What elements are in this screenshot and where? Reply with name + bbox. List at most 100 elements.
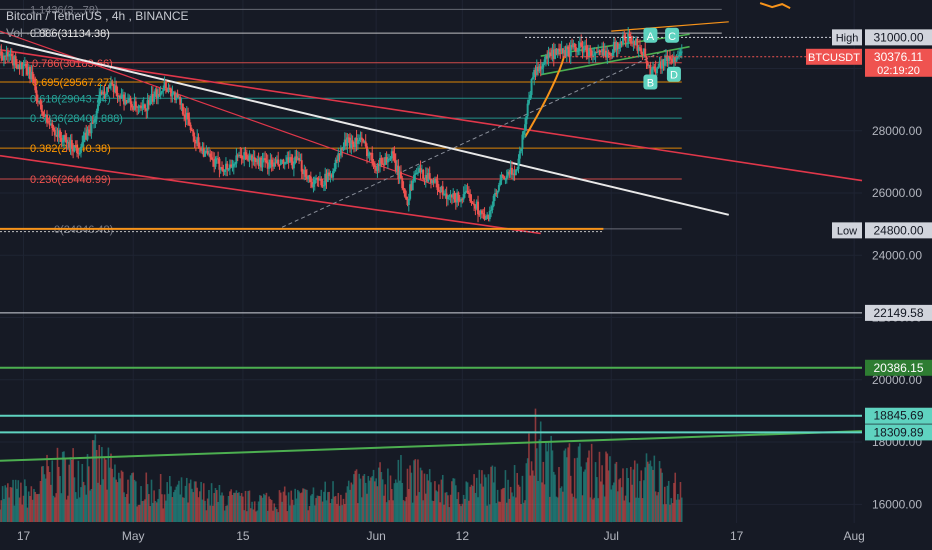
candle-body — [487, 214, 490, 220]
fib-level-label: 0.618(29043.74) — [30, 93, 111, 105]
candle-body — [385, 156, 388, 163]
fib-top-label: 1.1436(3...78) — [30, 4, 99, 16]
candle-body — [679, 51, 682, 55]
candle-body — [366, 146, 369, 157]
candle-body — [117, 95, 120, 97]
candle-body — [669, 56, 672, 59]
volume-bar — [291, 499, 294, 522]
volume-bar — [619, 478, 622, 522]
volume-bar — [611, 485, 614, 522]
candle-body — [453, 193, 456, 200]
candle-body — [44, 115, 47, 117]
candle-body — [488, 210, 491, 220]
volume-bar — [125, 493, 128, 522]
volume-bar — [128, 503, 131, 522]
candle-body — [252, 157, 255, 162]
candle-body — [202, 148, 205, 157]
volume-bar — [504, 470, 507, 522]
candle-body — [32, 79, 35, 81]
candle-body — [264, 158, 267, 161]
volume-bar — [64, 457, 67, 522]
candle-body — [47, 122, 50, 124]
volume-bar — [306, 489, 308, 522]
volume-bar — [492, 482, 495, 522]
volume-bar — [283, 486, 286, 522]
volume-bar — [440, 479, 443, 522]
volume-bar — [374, 481, 376, 522]
candle-body — [214, 158, 217, 167]
candle-body — [130, 104, 133, 108]
volume-bar — [135, 481, 137, 522]
volume-bar — [340, 494, 342, 522]
candle-body — [46, 115, 49, 123]
volume-bar — [533, 475, 535, 522]
volume-bar — [517, 484, 520, 522]
volume-bar — [252, 509, 255, 522]
candle-body — [522, 130, 525, 135]
candle-body — [567, 46, 570, 50]
volume-bar — [500, 489, 503, 522]
candle-body — [268, 167, 271, 169]
candle-body — [368, 152, 371, 156]
marker-c-label: C — [668, 31, 676, 43]
candle-body — [410, 184, 413, 191]
volume-bar — [253, 501, 256, 522]
volume-bar — [521, 475, 524, 522]
volume-bar — [170, 486, 172, 522]
volume-bar — [541, 482, 543, 522]
candle-body — [52, 128, 55, 130]
volume-bar — [397, 459, 400, 522]
candle-body — [59, 130, 62, 138]
candle-body — [407, 198, 410, 205]
fib-level-label: 0.786(30183.66) — [32, 58, 113, 70]
volume-bar — [59, 476, 61, 522]
price-tag-box — [806, 48, 862, 65]
candle-body — [231, 166, 234, 168]
candle-body — [359, 137, 362, 140]
candle-body — [418, 168, 421, 173]
candle-body — [619, 41, 622, 48]
volume-bar — [558, 467, 560, 522]
candle-body — [43, 115, 46, 117]
volume-bar — [677, 494, 679, 522]
volume-bar — [575, 498, 577, 522]
candle-body — [543, 59, 546, 64]
candle-body — [671, 59, 674, 63]
candle-body — [25, 63, 28, 68]
volume-bar — [508, 498, 511, 522]
volume-bar — [310, 495, 312, 522]
volume-bar — [347, 480, 350, 522]
candle-body — [142, 104, 145, 108]
candle-body — [584, 45, 587, 48]
candle-body — [444, 193, 447, 195]
candle-body — [140, 105, 143, 109]
x-tick-label: Aug — [843, 529, 864, 543]
volume-bar — [142, 500, 145, 522]
volume-bar — [662, 504, 665, 522]
volume-bar — [123, 492, 125, 522]
candle-body — [174, 92, 177, 101]
volume-bar — [351, 484, 354, 522]
volume-bar — [216, 490, 218, 522]
candle-body — [6, 52, 9, 57]
volume-bar — [240, 493, 243, 522]
volume-bar — [104, 459, 107, 522]
volume-bar — [660, 468, 662, 522]
volume-bar — [357, 503, 359, 522]
candle-body — [283, 163, 286, 165]
volume-bar — [281, 501, 283, 522]
candle-body — [193, 136, 196, 142]
volume-bar — [74, 492, 77, 522]
volume-bar — [563, 450, 566, 522]
volume-bar — [256, 510, 259, 522]
volume-bar — [602, 484, 605, 522]
volume-bar — [384, 484, 387, 522]
candle-body — [610, 55, 613, 57]
price-label-countdown: 02:19:20 — [877, 65, 920, 77]
candle-body — [428, 173, 431, 180]
candle-body — [628, 33, 631, 37]
red-channel-top — [0, 49, 863, 182]
volume-bar — [189, 479, 192, 522]
volume-bar — [210, 483, 213, 522]
